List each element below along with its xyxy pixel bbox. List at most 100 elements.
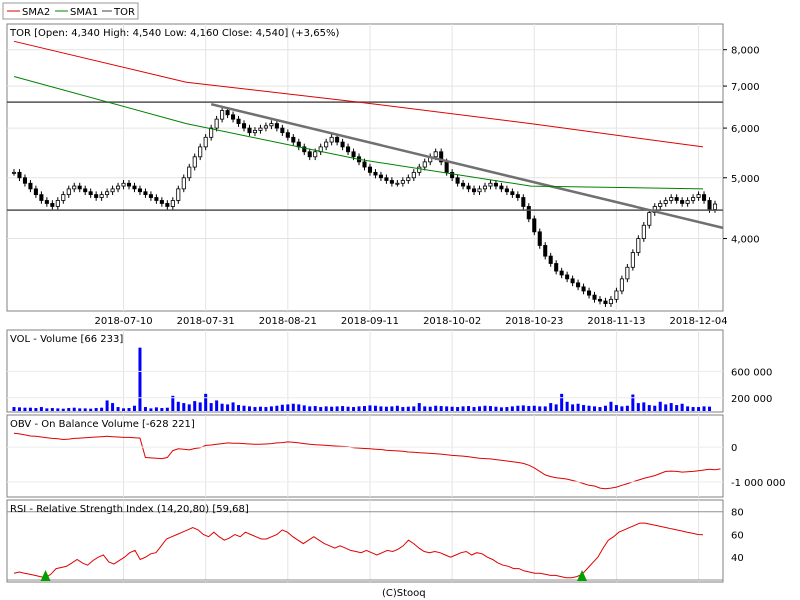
volume-bar	[17, 407, 21, 411]
candle-up	[712, 203, 718, 210]
volume-bar	[291, 403, 295, 411]
volume-bar	[384, 406, 388, 411]
candle-up	[198, 146, 203, 158]
candle-down	[554, 263, 559, 272]
volume-bar	[554, 404, 558, 411]
volume-bar	[450, 406, 454, 411]
volume-bar	[198, 402, 202, 411]
rsi-y-tick-label: 60	[731, 530, 744, 541]
volume-bar	[165, 407, 169, 411]
x-tick-label: 2018-07-31	[177, 316, 235, 327]
volume-bar	[264, 407, 268, 411]
candle-down	[559, 270, 564, 276]
volume-bar	[488, 406, 492, 411]
candle-down	[77, 185, 82, 190]
x-tick-label: 2018-07-10	[94, 316, 152, 327]
volume-bar	[439, 406, 443, 411]
candle-down	[285, 132, 290, 138]
volume-bar	[67, 408, 71, 411]
obv-panel-frame	[6, 414, 724, 498]
volume-bar	[132, 405, 136, 411]
volume-bar	[664, 404, 668, 411]
volume-bar	[341, 406, 345, 411]
candle-down	[335, 136, 340, 143]
volume-bar	[565, 401, 569, 411]
candle-down	[88, 191, 93, 196]
candle-up	[55, 200, 60, 207]
volume-bar	[302, 405, 306, 411]
volume-bar	[253, 407, 257, 411]
volume-bar	[532, 405, 536, 411]
volume-bar	[620, 406, 624, 411]
legend-tor-label: TOR	[113, 7, 135, 18]
candle-up	[214, 118, 219, 129]
volume-bar	[28, 407, 32, 411]
volume-bar	[483, 405, 487, 411]
volume-bar	[478, 406, 482, 411]
candle-up	[170, 200, 175, 207]
volume-bar	[587, 405, 591, 411]
volume-bar	[324, 406, 328, 411]
candle-up	[619, 278, 624, 292]
candle-down	[280, 127, 285, 134]
candle-down	[548, 255, 553, 264]
candle-up	[313, 151, 318, 158]
candle-down	[526, 206, 531, 220]
volume-bar	[105, 400, 109, 411]
candle-down	[378, 174, 383, 179]
volume-bar	[423, 406, 427, 411]
candle-down	[592, 294, 597, 300]
volume-bar	[187, 404, 191, 411]
candle-down	[225, 110, 230, 116]
x-tick-label: 2018-10-02	[423, 316, 481, 327]
candle-down	[302, 146, 307, 153]
candle-up	[105, 191, 110, 196]
candle-down	[504, 188, 509, 193]
legend-sma2-label: SMA2	[22, 7, 50, 18]
volume-bar	[609, 401, 613, 411]
volume-bar	[138, 347, 142, 411]
candle-up	[433, 151, 438, 158]
volume-bar	[576, 403, 580, 411]
obv-y-tick-label: -1 000 000	[731, 478, 786, 489]
volume-bar	[395, 405, 399, 411]
candle-down	[373, 171, 378, 176]
volume-bar	[669, 403, 673, 411]
volume-bar	[675, 405, 679, 411]
volume-bar	[467, 406, 471, 411]
volume-bar	[56, 408, 60, 411]
volume-bar	[319, 407, 323, 411]
x-tick-label: 2018-11-13	[587, 316, 645, 327]
volume-bar	[352, 407, 356, 411]
volume-bar	[691, 407, 695, 411]
candle-down	[466, 185, 471, 190]
candle-up	[685, 200, 690, 204]
candle-down	[367, 166, 373, 173]
volume-bar	[697, 407, 701, 411]
volume-bar	[269, 406, 273, 411]
price-y-tick-label: 4,000	[731, 235, 760, 246]
volume-bar	[231, 402, 235, 411]
volume-bar	[215, 400, 219, 411]
candle-down	[565, 274, 570, 280]
candle-up	[61, 194, 66, 201]
candle-up	[411, 171, 416, 179]
volume-bar	[614, 405, 618, 411]
legend-sma1-label: SMA1	[70, 7, 98, 18]
volume-panel-title: VOL - Volume [66 233]	[10, 334, 123, 345]
candle-up	[220, 110, 225, 120]
volume-bar	[182, 403, 186, 411]
volume-bar	[275, 405, 279, 411]
volume-bar	[494, 406, 498, 411]
candle-up	[696, 194, 701, 198]
volume-bar	[428, 406, 432, 411]
rsi-panel-title: RSI - Relative Strength Index (14,20,80)…	[10, 504, 249, 515]
candle-down	[576, 282, 581, 288]
volume-bar	[154, 407, 158, 411]
rsi-y-tick-label: 80	[731, 508, 744, 519]
candle-up	[72, 185, 77, 190]
volume-bar	[636, 403, 640, 411]
volume-bar	[538, 406, 542, 411]
price-candles	[11, 107, 718, 307]
volume-bar	[237, 405, 241, 411]
